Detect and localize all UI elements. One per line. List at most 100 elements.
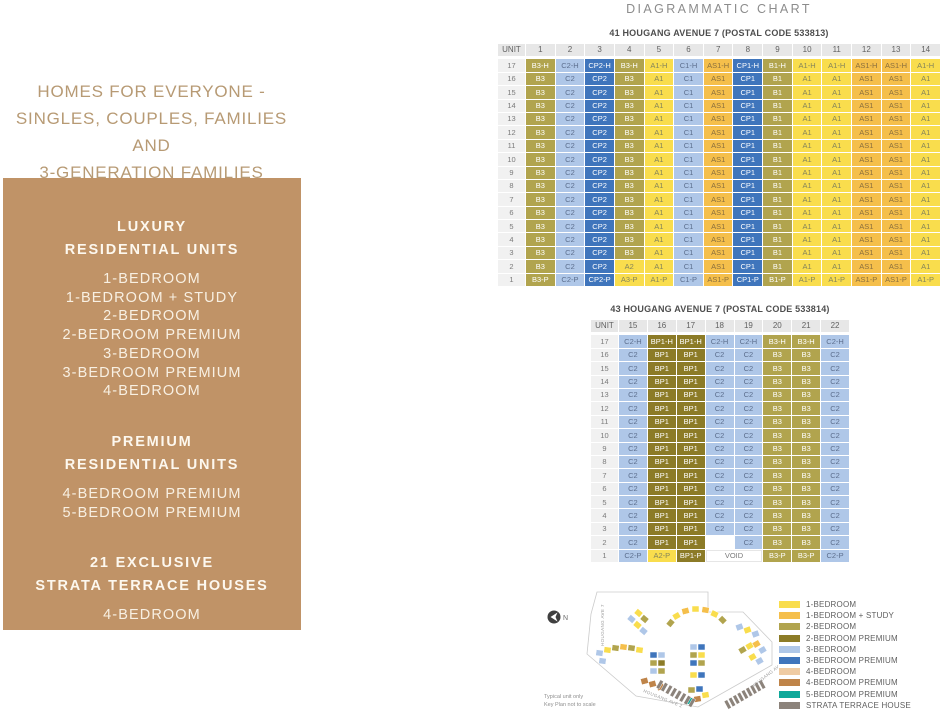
unit-cell: A1	[911, 99, 940, 112]
road-label: HOUGANG AVE 7	[751, 659, 778, 689]
unit-cell: A1	[792, 112, 822, 126]
unit-cell: B3	[792, 442, 821, 455]
floor-level: 11	[591, 415, 618, 429]
unit-cell: B3	[763, 362, 792, 375]
unit-cell: B3	[526, 86, 555, 99]
unit-cell: B3	[526, 220, 555, 233]
unit-cell: AS1	[881, 139, 911, 153]
unit-cell: A1	[644, 193, 674, 206]
unit-cell: AS1	[881, 72, 911, 86]
unit-type-legend: 1-BEDROOM 1-BEDROOM + STUDY 2-BEDROOM 2-BED…	[779, 600, 941, 713]
strata-terrace-block	[655, 679, 664, 690]
unit-cell: A1-H	[822, 59, 852, 72]
unit-cell: AS1	[703, 126, 733, 139]
building-block	[639, 614, 650, 624]
header-row: UNIT 1 2 3 4 5 6 7 8 9 10 11 12 13 14	[498, 44, 940, 59]
unit-cell: C2	[555, 179, 585, 193]
floor-level: 3	[591, 522, 618, 536]
unit-cell: B3	[763, 388, 792, 402]
unit-cell: CP1	[733, 206, 763, 220]
floor-level: 17	[591, 335, 618, 348]
unit-column-header: UNIT	[591, 320, 618, 335]
legend-item: 4-BEDROOM	[779, 667, 941, 676]
unit-cell: AS1	[703, 166, 733, 179]
unit-cell: C2	[705, 496, 734, 509]
unit-cell: A1	[644, 139, 674, 153]
unit-cell: AS1	[881, 193, 911, 206]
strata-terrace-block	[749, 684, 758, 695]
unit-cell: A1	[644, 206, 674, 220]
unit-types-section: PREMIUM RESIDENTIAL UNITS 4-BEDROOM PREMIU…	[3, 431, 301, 522]
floor-row: 14 C2 BP1 BP1 C2 C2 B3 B3 C2	[591, 375, 849, 388]
building-block	[717, 615, 728, 625]
unit-cell: B3	[792, 509, 821, 522]
unit-cell: B3	[792, 455, 821, 469]
floor-row: 6 B3 C2 CP2 B3 A1 C1 AS1 CP1 B1 A1 A1 AS1 AS1 A1	[498, 206, 940, 220]
strata-terrace-block	[723, 699, 732, 710]
legend-label: 3-BEDROOM	[806, 644, 857, 654]
unit-cell: B3	[526, 206, 555, 220]
unit-cell: AS1	[703, 112, 733, 126]
unit-column-header: 12	[852, 44, 881, 59]
strata-terrace-rows	[655, 679, 767, 710]
floor-level: 5	[591, 496, 618, 509]
unit-cell: B3	[526, 166, 555, 179]
unit-cell: B3	[614, 99, 644, 112]
block-41-table: 41 HOUGANG AVENUE 7 (POSTAL CODE 533813)…	[497, 28, 941, 287]
unit-cell: CP1	[733, 193, 763, 206]
floor-row: 10 B3 C2 CP2 B3 A1 C1 AS1 CP1 B1 A1 A1 AS1 AS1 A1	[498, 153, 940, 166]
building-block	[638, 626, 649, 636]
unit-cell: C1	[674, 153, 703, 166]
unit-cell: AS1	[881, 166, 911, 179]
unit-cell: C1	[674, 86, 703, 99]
unit-cell: AS1	[881, 99, 911, 112]
floor-row: 17 B3-H C2-H CP2-H B3-H A1-H C1-H AS1-H CP1-H B1-…	[498, 59, 940, 72]
unit-cell: BP1-P	[676, 549, 705, 563]
unit-cell: B3	[763, 348, 792, 362]
legend-swatch	[779, 656, 800, 664]
building-block	[657, 667, 666, 675]
unit-cell: B1	[763, 86, 792, 99]
floor-level: 5	[498, 220, 525, 233]
floor-row: 5 C2 BP1 BP1 C2 C2 B3 B3 C2	[591, 496, 849, 509]
unit-cell: C2	[555, 166, 585, 179]
floor-row: 15 C2 BP1 BP1 C2 C2 B3 B3 C2	[591, 362, 849, 375]
building-block	[640, 676, 649, 686]
strata-terrace-block	[674, 689, 683, 700]
unit-cell: CP1	[733, 179, 763, 193]
unit-cell: AS1	[703, 179, 733, 193]
unit-cell: C1	[674, 139, 703, 153]
unit-cell: B3-H	[792, 335, 821, 348]
unit-cell: B3	[526, 193, 555, 206]
floor-row: 16 B3 C2 CP2 B3 A1 C1 AS1 CP1 B1 A1 A1 AS1 AS1 A1	[498, 72, 940, 86]
unit-cell: C2	[821, 469, 849, 482]
unit-cell: A1	[911, 260, 940, 273]
unit-cell: A1	[792, 86, 822, 99]
unit-cell: CP2	[585, 166, 614, 179]
unit-cell: B3	[614, 193, 644, 206]
unit-cell: A1	[644, 126, 674, 139]
unit-cell: B3	[614, 126, 644, 139]
unit-types-section: 21 EXCLUSIVE STRATA TERRACE HOUSES 4-BEDRO…	[3, 552, 301, 625]
unit-cell: B3	[526, 126, 555, 139]
unit-cell: B3	[614, 220, 644, 233]
floor-row: 2 C2 BP1 BP1 C2 B3 B3 C2	[591, 536, 849, 549]
unit-cell: C2	[619, 442, 647, 455]
north-arrow-icon: N	[547, 610, 568, 624]
building-block	[633, 608, 644, 618]
building-block	[697, 659, 706, 667]
unit-cell: C2	[555, 139, 585, 153]
unit-cell: B1-P	[763, 273, 792, 287]
unit-cell: A1	[792, 179, 822, 193]
unit-cell: B3	[792, 362, 821, 375]
unit-types-section: LUXURY RESIDENTIAL UNITS 1-BEDROOM 1-BEDROO…	[3, 216, 301, 401]
unit-cell: AS1	[881, 233, 911, 246]
unit-cell: AS1	[852, 139, 881, 153]
unit-column-header: 10	[792, 44, 822, 59]
intro-heading-line: SINGLES, COUPLES, FAMILIES AND	[15, 109, 288, 155]
unit-cell: BP1	[676, 415, 705, 429]
floor-level: 4	[591, 509, 618, 522]
building-block	[657, 651, 666, 659]
unit-column-header: 3	[585, 44, 614, 59]
